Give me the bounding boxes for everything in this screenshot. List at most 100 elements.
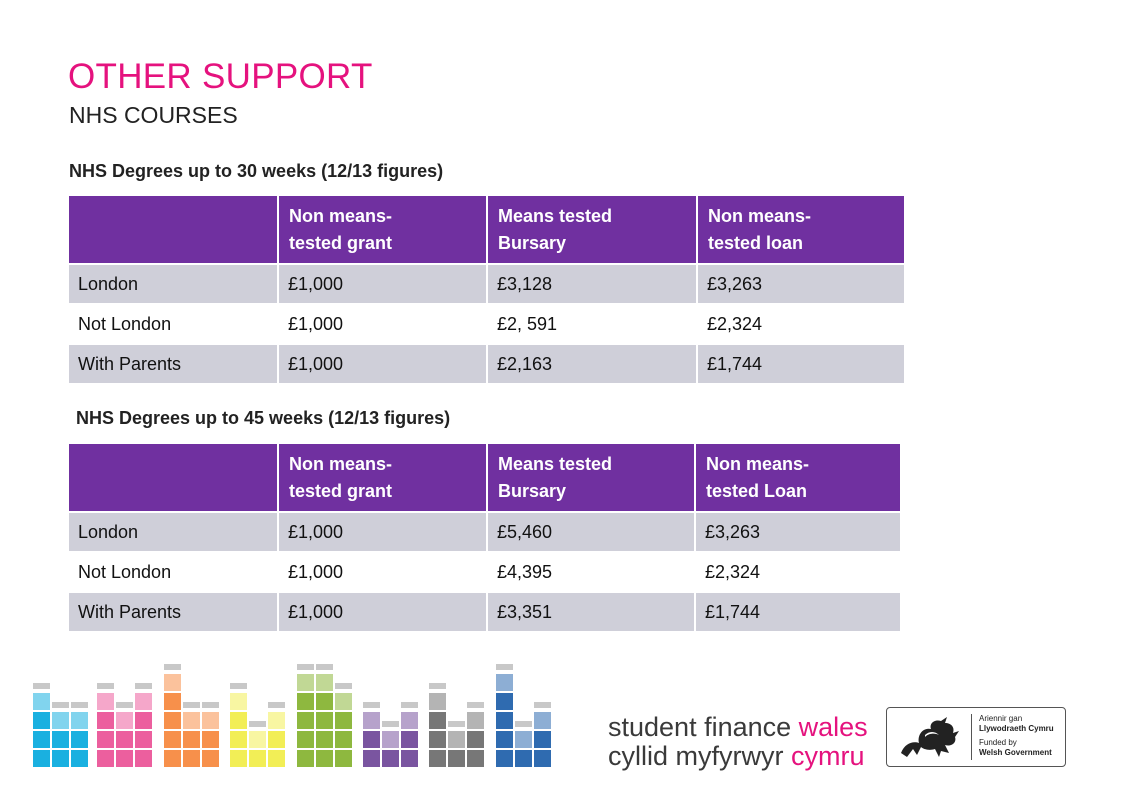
logo-block — [52, 712, 69, 729]
gov-text: Llywodraeth Cymru — [979, 724, 1054, 733]
logo-block — [335, 731, 352, 748]
column-header — [69, 444, 279, 512]
logo-block — [135, 712, 152, 729]
logo-block — [33, 693, 50, 710]
brand-name-welsh: cyllid myfyrwyr cymru — [608, 741, 865, 771]
logo-block — [268, 731, 285, 748]
row-label: With Parents — [69, 343, 279, 383]
logo-block — [297, 693, 314, 710]
logo-block — [164, 712, 181, 729]
logo-block — [316, 731, 333, 748]
column-header: Non means-tested grant — [278, 196, 488, 264]
table-cell: £1,000 — [278, 591, 488, 631]
logo-block — [135, 693, 152, 710]
column-header: Means tested Bursary — [487, 444, 696, 512]
table-cell: £4,395 — [487, 551, 696, 592]
table-cell: £1,744 — [695, 591, 902, 631]
logo-block — [382, 731, 399, 748]
logo-block — [230, 693, 247, 710]
logo-block — [164, 674, 181, 691]
logo-block — [496, 712, 513, 729]
logo-block — [183, 731, 200, 748]
row-label: London — [69, 511, 279, 552]
table-cell: £1,000 — [278, 343, 488, 383]
logo-block — [202, 731, 219, 748]
logo-block — [33, 750, 50, 767]
logo-block — [467, 750, 484, 767]
logo-cap — [230, 683, 247, 689]
logo-cap — [401, 702, 418, 708]
logo-block — [316, 750, 333, 767]
fees-table-45-weeks: Non means-tested grant Means tested Bursa… — [69, 444, 902, 631]
column-header — [69, 196, 279, 264]
logo-block — [164, 731, 181, 748]
logo-block — [297, 712, 314, 729]
column-header: Non means-tested loan — [697, 196, 906, 264]
logo-block — [534, 731, 551, 748]
logo-block — [363, 731, 380, 748]
logo-block — [496, 693, 513, 710]
table-cell: £1,000 — [278, 263, 488, 304]
logo-block — [429, 731, 446, 748]
logo-cap — [297, 664, 314, 670]
logo-block — [496, 731, 513, 748]
logo-block — [297, 674, 314, 691]
logo-block — [52, 750, 69, 767]
logo-block — [429, 750, 446, 767]
logo-divider — [971, 714, 972, 760]
logo-cap — [363, 702, 380, 708]
logo-block — [71, 750, 88, 767]
table-cell: £1,000 — [278, 303, 488, 344]
column-header: Means tested Bursary — [487, 196, 698, 264]
welsh-dragon-icon — [901, 717, 959, 757]
logo-block — [116, 731, 133, 748]
logo-cap — [515, 721, 532, 727]
logo-block — [52, 731, 69, 748]
table-cell: £2,324 — [695, 551, 902, 592]
logo-block — [534, 750, 551, 767]
logo-block — [183, 712, 200, 729]
logo-cap — [249, 721, 266, 727]
logo-cap — [534, 702, 551, 708]
logo-block — [316, 693, 333, 710]
row-label: London — [69, 263, 279, 304]
table-cell: £3,351 — [487, 591, 696, 631]
logo-cap — [335, 683, 352, 689]
table-row: Not London £1,000 £2, 591 £2,324 — [69, 303, 906, 344]
page-title: OTHER SUPPORT — [68, 57, 373, 96]
logo-block — [135, 750, 152, 767]
logo-block — [448, 750, 465, 767]
logo-block — [230, 731, 247, 748]
logo-block — [363, 712, 380, 729]
logo-block — [33, 712, 50, 729]
logo-block — [496, 674, 513, 691]
logo-block — [382, 750, 399, 767]
row-label: Not London — [69, 303, 279, 344]
table-header-row: Non means-tested grant Means tested Bursa… — [69, 444, 902, 512]
table-row: Not London £1,000 £4,395 £2,324 — [69, 551, 902, 592]
table-row: With Parents £1,000 £3,351 £1,744 — [69, 591, 902, 631]
logo-block — [515, 731, 532, 748]
section-heading-45-weeks: NHS Degrees up to 45 weeks (12/13 figure… — [76, 408, 451, 428]
logo-cap — [52, 702, 69, 708]
page-subtitle: NHS COURSES — [69, 102, 238, 128]
logo-block — [335, 693, 352, 710]
logo-block — [97, 731, 114, 748]
column-header: Non means-tested Loan — [695, 444, 902, 512]
table-cell: £3,263 — [695, 511, 902, 552]
table-row: With Parents £1,000 £2,163 £1,744 — [69, 343, 906, 383]
logo-cap — [467, 702, 484, 708]
brand-text-part: student finance — [608, 712, 799, 742]
logo-cap — [382, 721, 399, 727]
logo-block — [515, 750, 532, 767]
logo-block — [297, 731, 314, 748]
logo-block — [401, 750, 418, 767]
logo-block — [401, 712, 418, 729]
logo-block — [316, 674, 333, 691]
logo-block — [230, 750, 247, 767]
logo-cap — [268, 702, 285, 708]
logo-block — [249, 750, 266, 767]
logo-block — [534, 712, 551, 729]
logo-cap — [316, 664, 333, 670]
logo-cap — [164, 664, 181, 670]
